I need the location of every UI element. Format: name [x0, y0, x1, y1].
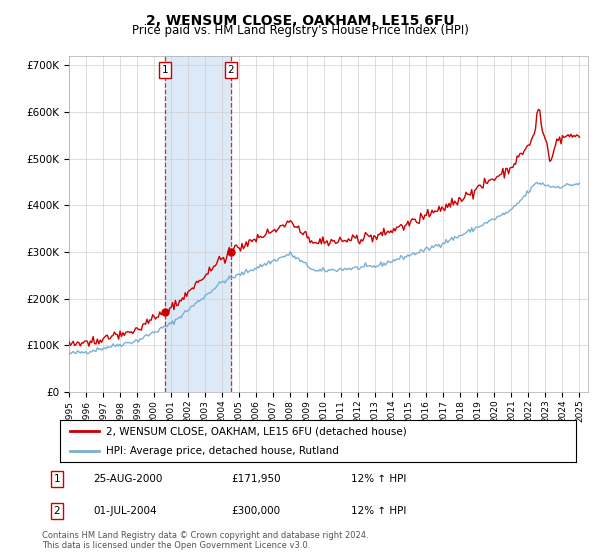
Text: 25-AUG-2000: 25-AUG-2000 — [93, 474, 163, 484]
Text: 1: 1 — [53, 474, 61, 484]
Text: 1: 1 — [162, 65, 169, 75]
Text: 12% ↑ HPI: 12% ↑ HPI — [351, 474, 406, 484]
Text: £171,950: £171,950 — [231, 474, 281, 484]
Bar — [165, 56, 230, 392]
Text: 12% ↑ HPI: 12% ↑ HPI — [351, 506, 406, 516]
Text: 2: 2 — [227, 65, 234, 75]
Text: 2, WENSUM CLOSE, OAKHAM, LE15 6FU: 2, WENSUM CLOSE, OAKHAM, LE15 6FU — [146, 14, 454, 28]
Text: Price paid vs. HM Land Registry's House Price Index (HPI): Price paid vs. HM Land Registry's House … — [131, 24, 469, 37]
Text: 01-JUL-2004: 01-JUL-2004 — [93, 506, 157, 516]
Text: £300,000: £300,000 — [231, 506, 280, 516]
Text: Contains HM Land Registry data © Crown copyright and database right 2024.
This d: Contains HM Land Registry data © Crown c… — [42, 530, 368, 550]
Text: HPI: Average price, detached house, Rutland: HPI: Average price, detached house, Rutl… — [106, 446, 340, 456]
Text: 2: 2 — [53, 506, 61, 516]
Text: 2, WENSUM CLOSE, OAKHAM, LE15 6FU (detached house): 2, WENSUM CLOSE, OAKHAM, LE15 6FU (detac… — [106, 426, 407, 436]
